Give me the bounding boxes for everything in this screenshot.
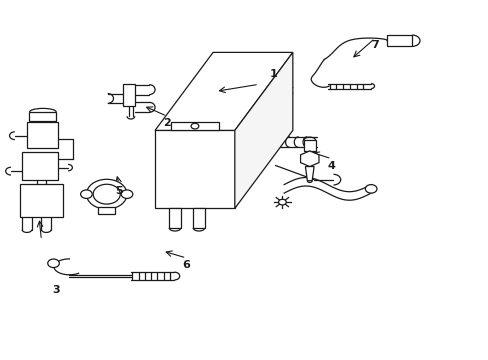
Circle shape [278, 199, 285, 205]
Circle shape [81, 190, 92, 198]
Bar [22, 152, 58, 180]
Text: 3: 3 [52, 285, 60, 295]
Bar [169, 208, 181, 228]
Polygon shape [234, 53, 292, 208]
Bar [27, 122, 58, 148]
Polygon shape [123, 84, 135, 105]
Text: 2: 2 [163, 118, 171, 128]
Circle shape [365, 185, 376, 193]
Text: 5: 5 [115, 186, 122, 195]
Bar [304, 140, 315, 151]
Text: 7: 7 [370, 40, 378, 50]
Polygon shape [305, 167, 313, 181]
Circle shape [48, 259, 59, 267]
Bar [386, 35, 411, 46]
Circle shape [121, 190, 133, 198]
Text: 6: 6 [182, 260, 190, 270]
Text: 1: 1 [269, 69, 277, 79]
Circle shape [93, 184, 120, 204]
Circle shape [191, 123, 199, 129]
Polygon shape [300, 151, 318, 167]
Bar [98, 207, 115, 214]
Circle shape [86, 179, 127, 209]
Bar [171, 122, 219, 130]
Polygon shape [155, 53, 292, 130]
Text: 4: 4 [327, 161, 335, 171]
Bar [193, 208, 204, 228]
Bar [20, 184, 63, 217]
Bar [29, 112, 56, 121]
Polygon shape [155, 130, 234, 208]
